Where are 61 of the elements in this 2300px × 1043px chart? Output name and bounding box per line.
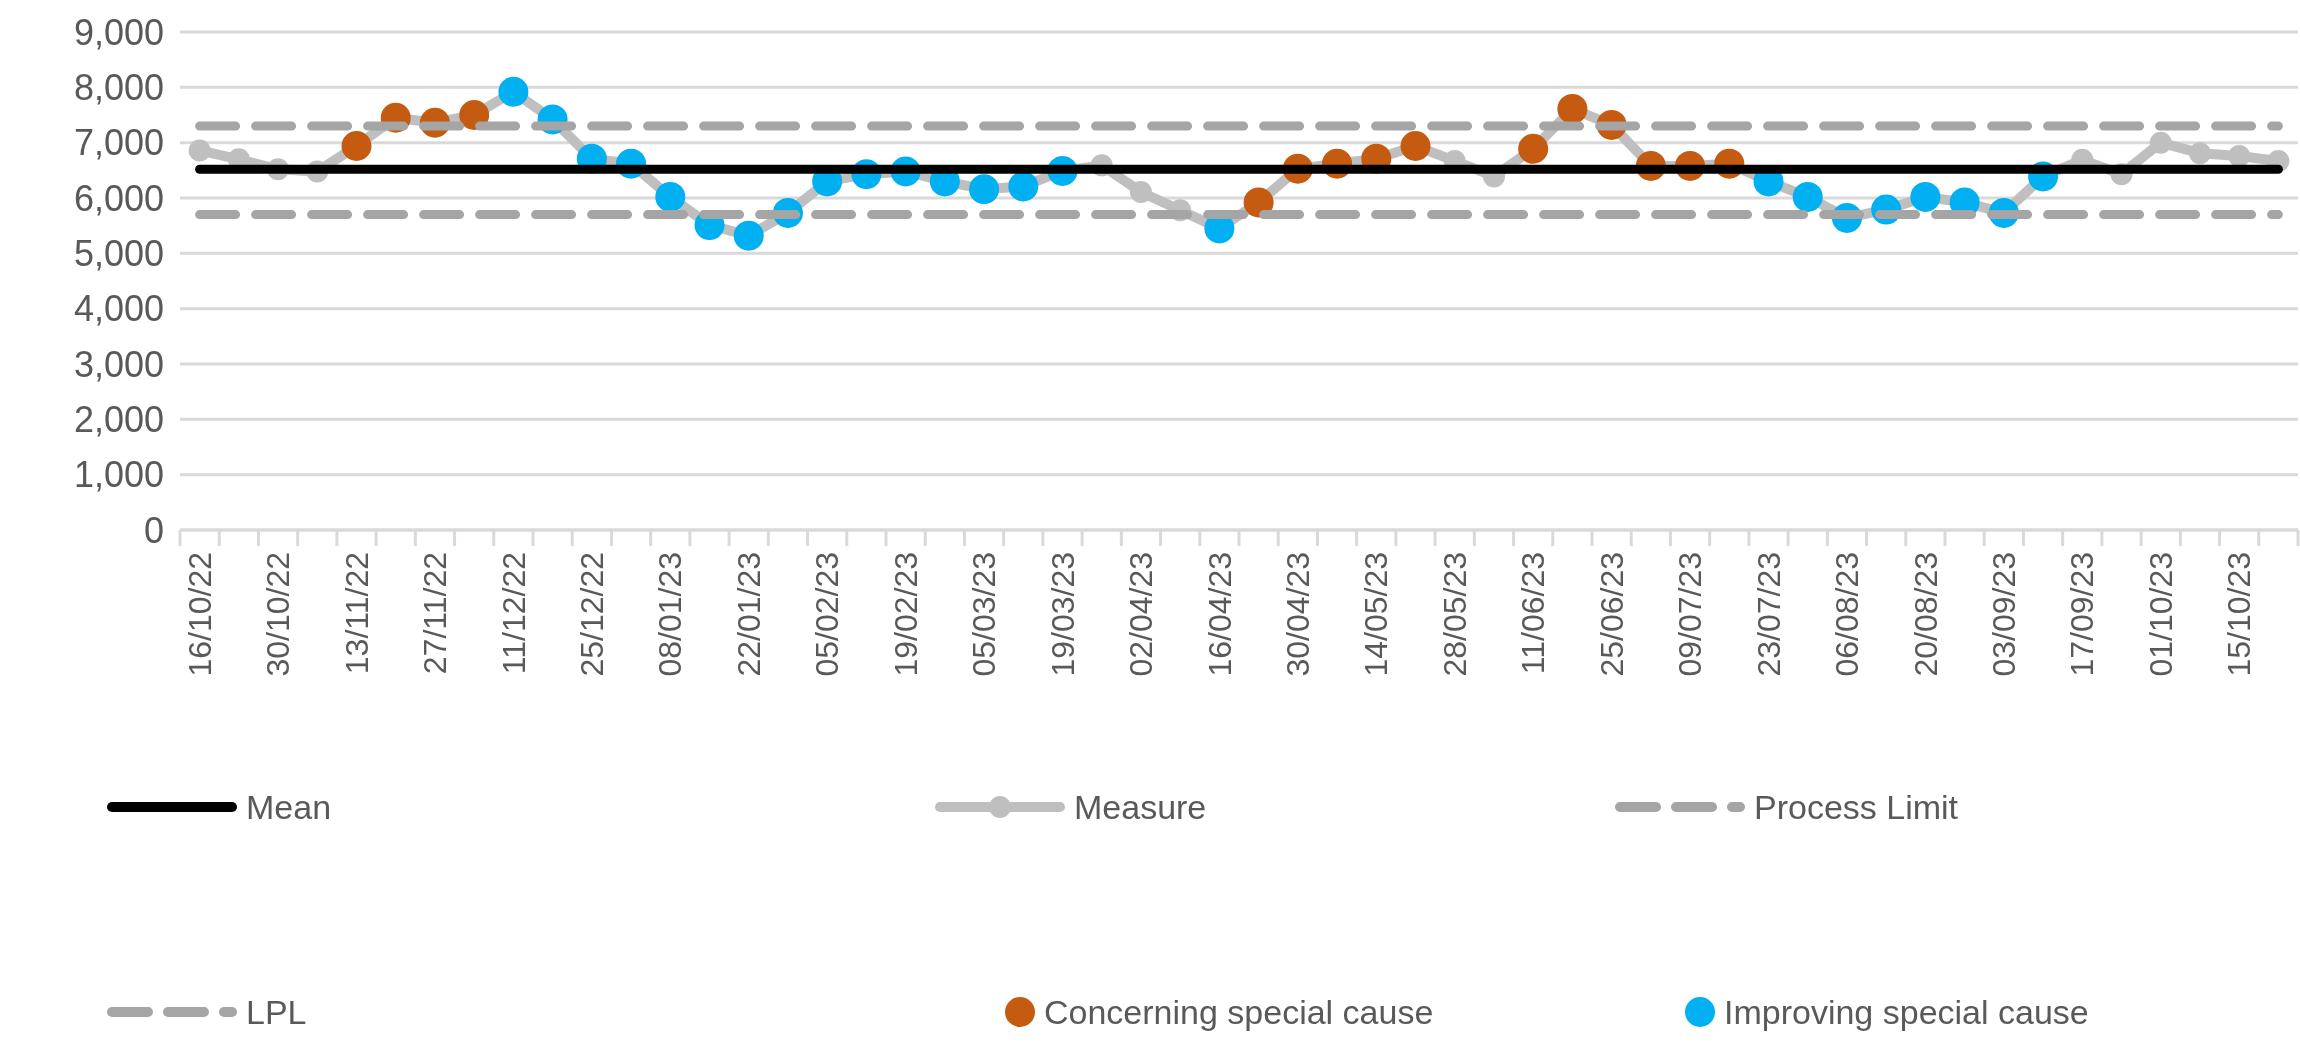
point — [1518, 133, 1549, 164]
point — [1008, 171, 1039, 202]
x-tick-label: 13/11/22 — [338, 552, 375, 675]
x-tick-label: 30/04/23 — [1280, 552, 1317, 677]
point — [459, 100, 490, 130]
y-tick-label: 3,000 — [73, 343, 164, 385]
y-tick-label: 0 — [143, 509, 164, 551]
point — [733, 220, 764, 251]
x-tick-label: 05/02/23 — [809, 552, 846, 677]
x-tick-label: 08/01/23 — [652, 552, 689, 677]
legend-label: Process Limit — [1754, 787, 1959, 826]
legend-label: Measure — [1074, 787, 1207, 826]
x-tick-label: 28/05/23 — [1436, 552, 1473, 677]
x-tick-label: 30/10/22 — [260, 552, 297, 677]
x-tick-label: 16/04/23 — [1201, 552, 1238, 677]
legend-label: Concerning special cause — [1044, 992, 1434, 1031]
x-tick-label: 17/09/23 — [2064, 552, 2101, 677]
point — [1400, 130, 1431, 161]
x-tick-label: 01/10/23 — [2142, 552, 2179, 677]
y-tick-label: 1,000 — [73, 454, 164, 496]
point — [1243, 187, 1274, 218]
x-tick-label: 02/04/23 — [1123, 552, 1160, 677]
x-tick-label: 03/09/23 — [1986, 552, 2023, 677]
x-tick-label: 25/06/23 — [1593, 552, 1630, 677]
y-tick-label: 2,000 — [73, 398, 164, 440]
x-tick-label: 06/08/23 — [1829, 552, 1866, 677]
y-tick-label: 4,000 — [73, 288, 164, 330]
y-tick-label: 9,000 — [73, 11, 164, 53]
y-tick-label: 7,000 — [73, 122, 164, 164]
legend-label: Mean — [246, 787, 332, 826]
x-tick-label: 22/01/23 — [730, 552, 767, 677]
y-tick-label: 8,000 — [73, 66, 164, 108]
x-tick-label: 09/07/23 — [1672, 552, 1709, 677]
x-tick-label: 11/12/22 — [495, 552, 532, 675]
legend-label: LPL — [246, 992, 307, 1031]
x-tick-label: 27/11/22 — [417, 552, 454, 675]
y-tick-label: 6,000 — [73, 177, 164, 219]
x-tick-label: 20/08/23 — [1907, 552, 1944, 677]
x-tick-label: 25/12/22 — [574, 552, 611, 677]
x-tick-label: 15/10/23 — [2221, 552, 2258, 677]
point — [498, 76, 529, 107]
x-tick-label: 19/02/23 — [887, 552, 924, 677]
point — [655, 181, 686, 212]
point — [2228, 144, 2251, 167]
point — [1129, 180, 1152, 203]
y-tick-label: 5,000 — [73, 232, 164, 274]
point — [2188, 142, 2211, 165]
x-tick-label: 14/05/23 — [1358, 552, 1395, 677]
x-tick-label: 16/10/22 — [181, 552, 218, 677]
point — [1910, 181, 1941, 212]
x-tick-label: 23/07/23 — [1750, 552, 1787, 677]
legend-label: Improving special cause — [1724, 992, 2089, 1031]
x-tick-label: 11/06/23 — [1515, 552, 1552, 675]
point — [969, 174, 1000, 205]
point — [1792, 181, 1823, 212]
point — [341, 130, 372, 161]
point — [188, 139, 211, 162]
point — [1557, 93, 1588, 124]
x-tick-label: 05/03/23 — [966, 552, 1003, 677]
point — [2149, 131, 2172, 154]
x-tick-label: 19/03/23 — [1044, 552, 1081, 677]
